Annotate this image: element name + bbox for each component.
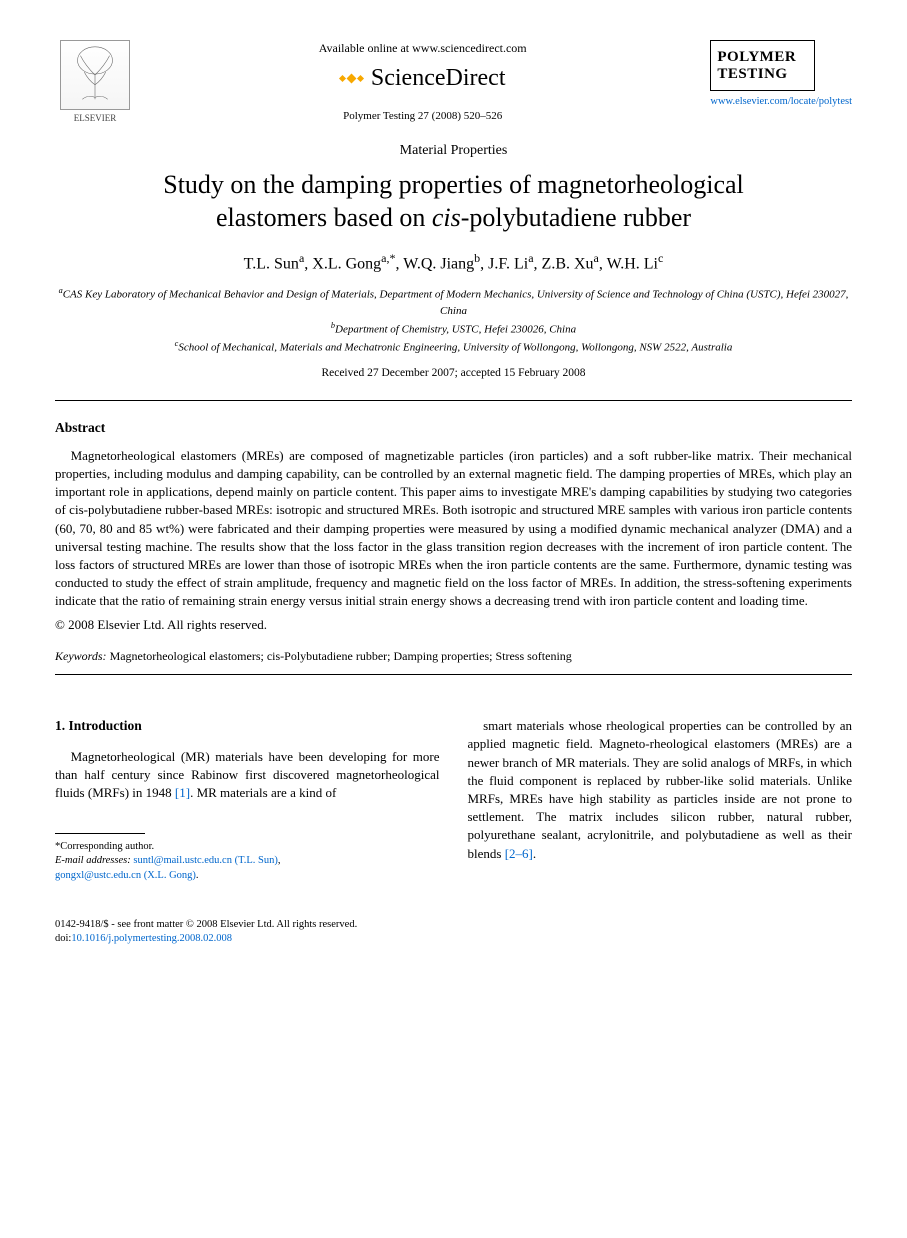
elsevier-label: ELSEVIER: [55, 112, 135, 124]
ref-link-2-6[interactable]: [2–6]: [505, 846, 533, 861]
journal-url-link[interactable]: www.elsevier.com/locate/polytest: [710, 95, 852, 109]
email-label: E-mail addresses:: [55, 855, 131, 866]
abstract-heading: Abstract: [55, 419, 852, 437]
affiliations: aCAS Key Laboratory of Mechanical Behavi…: [55, 285, 852, 356]
intro-heading: 1. Introduction: [55, 717, 440, 736]
doi-line: doi:10.1016/j.polymertesting.2008.02.008: [55, 932, 852, 947]
abstract-body: Magnetorheological elastomers (MREs) are…: [55, 447, 852, 611]
journal-cover: POLYMER TESTING: [710, 40, 815, 91]
email-line: E-mail addresses: suntl@mail.ustc.edu.cn…: [55, 854, 440, 869]
email-2[interactable]: gongxl@ustc.edu.cn (X.L. Gong): [55, 870, 196, 881]
article-title: Study on the damping properties of magne…: [55, 169, 852, 234]
journal-cover-col: POLYMER TESTING www.elsevier.com/locate/…: [710, 40, 852, 109]
column-right: smart materials whose rheological proper…: [468, 717, 853, 884]
authors-line: T.L. Suna, X.L. Gonga,*, W.Q. Jiangb, J.…: [55, 250, 852, 275]
column-left: 1. Introduction Magnetorheological (MR) …: [55, 717, 440, 884]
header-center: Available online at www.sciencedirect.co…: [135, 40, 710, 123]
title-line2-start: elastomers based on: [216, 203, 432, 232]
elsevier-logo: ELSEVIER: [55, 40, 135, 124]
footnote-separator: [55, 833, 145, 834]
title-line2-end: -polybutadiene rubber: [461, 203, 691, 232]
intro-paragraph-right: smart materials whose rheological proper…: [468, 717, 853, 863]
keywords-label: Keywords:: [55, 649, 107, 663]
doi-link[interactable]: 10.1016/j.polymertesting.2008.02.008: [71, 933, 232, 944]
abstract-copyright: © 2008 Elsevier Ltd. All rights reserved…: [55, 616, 852, 634]
title-line1: Study on the damping properties of magne…: [163, 170, 744, 199]
journal-cover-title: POLYMER TESTING: [717, 49, 808, 82]
keywords-line: Keywords: Magnetorheological elastomers;…: [55, 648, 852, 664]
bottom-publication-info: 0142-9418/$ - see front matter © 2008 El…: [55, 918, 852, 947]
intro-col2-end: .: [533, 846, 536, 861]
affiliation-a: aCAS Key Laboratory of Mechanical Behavi…: [55, 285, 852, 320]
received-accepted-dates: Received 27 December 2007; accepted 15 F…: [55, 366, 852, 382]
citation-line: Polymer Testing 27 (2008) 520–526: [145, 109, 700, 124]
rule-top: [55, 400, 852, 401]
corresponding-author-footnote: *Corresponding author. E-mail addresses:…: [55, 840, 440, 884]
email-1[interactable]: suntl@mail.ustc.edu.cn (T.L. Sun): [133, 855, 278, 866]
front-matter-line: 0142-9418/$ - see front matter © 2008 El…: [55, 918, 852, 933]
sciencedirect-icon: [340, 75, 363, 82]
title-italic: cis: [432, 203, 461, 232]
rule-bottom: [55, 674, 852, 675]
doi-label: doi:: [55, 933, 71, 944]
available-online-text: Available online at www.sciencedirect.co…: [145, 40, 700, 56]
intro-col2-text: smart materials whose rheological proper…: [468, 718, 853, 860]
intro-paragraph-left: Magnetorheological (MR) materials have b…: [55, 748, 440, 803]
elsevier-tree-icon: [60, 40, 130, 110]
keywords-text: Magnetorheological elastomers; cis-Polyb…: [107, 649, 572, 663]
sciencedirect-label: ScienceDirect: [371, 62, 506, 94]
intro-col1-end: . MR materials are a kind of: [190, 785, 336, 800]
introduction-section: 1. Introduction Magnetorheological (MR) …: [55, 717, 852, 884]
two-column-layout: 1. Introduction Magnetorheological (MR) …: [55, 717, 852, 884]
article-section-label: Material Properties: [55, 142, 852, 161]
sciencedirect-brand: ScienceDirect: [145, 62, 700, 94]
ref-link-1[interactable]: [1]: [175, 785, 190, 800]
corresponding-label: *Corresponding author.: [55, 840, 440, 855]
affiliation-c: cSchool of Mechanical, Materials and Mec…: [55, 338, 852, 356]
affiliation-b: bDepartment of Chemistry, USTC, Hefei 23…: [55, 320, 852, 338]
header-row: ELSEVIER Available online at www.science…: [55, 40, 852, 124]
